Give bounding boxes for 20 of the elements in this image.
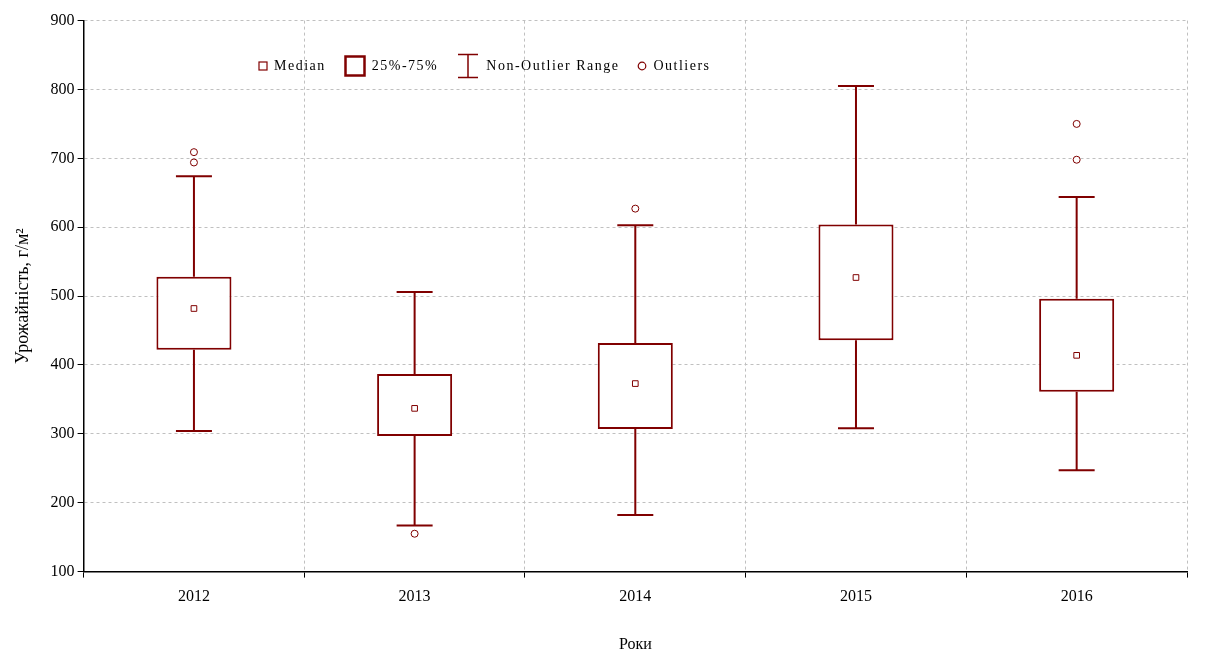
x-tick-label: 2015	[839, 587, 872, 605]
y-tick-label: 400	[50, 355, 75, 373]
annotation: Median	[274, 58, 326, 74]
y-tick-label: 100	[50, 561, 75, 579]
annotation: 25%-75%	[371, 58, 439, 74]
y-tick-label: 600	[50, 217, 75, 235]
x-tick-label: 2013	[398, 587, 431, 605]
y-tick-label: 700	[50, 148, 75, 166]
y-tick-label: 500	[50, 286, 75, 304]
x-tick-label: 2012	[177, 587, 210, 605]
annotation: Outliers	[653, 58, 711, 74]
y-axis-title: Урожайність, г/м²	[11, 228, 32, 364]
x-tick-label: 2016	[1060, 587, 1093, 605]
annotation: Non-Outlier Range	[486, 58, 620, 74]
x-tick-label: 2014	[619, 587, 652, 605]
y-tick-label: 200	[50, 492, 75, 510]
y-tick-label: 900	[50, 10, 75, 28]
y-tick-label: 800	[50, 79, 75, 97]
x-axis-title: Роки	[618, 634, 653, 652]
y-tick-label: 300	[50, 424, 75, 442]
